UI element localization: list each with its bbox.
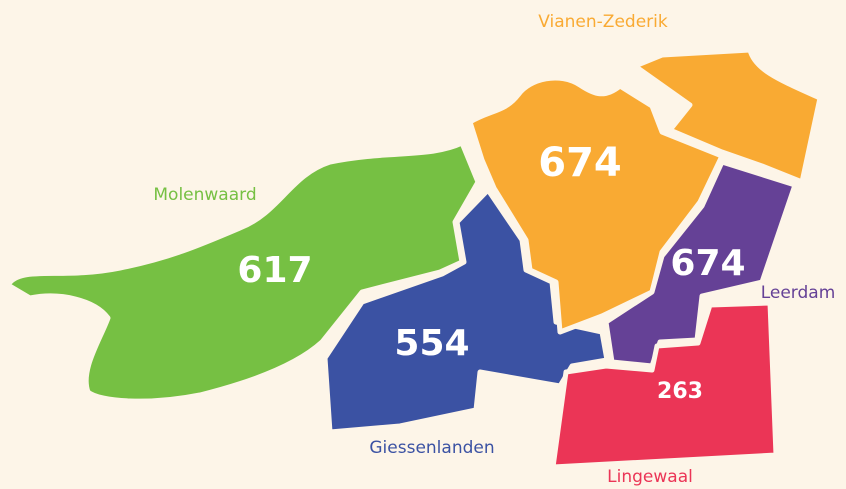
region-molenwaard	[5, 140, 481, 404]
region-label: Molenwaard	[153, 185, 256, 205]
region-value: 554	[394, 323, 469, 364]
region-value: 674	[670, 243, 745, 284]
region-label: Lingewaal	[607, 467, 693, 487]
region-vianen-zederik	[467, 75, 725, 335]
region-giessenlanden	[322, 187, 610, 435]
region-vianen-zederik-east	[632, 47, 823, 185]
region-label: Leerdam	[761, 283, 836, 303]
region-value: 617	[237, 250, 312, 291]
region-label: Giessenlanden	[369, 438, 494, 458]
region-value: 263	[657, 379, 703, 404]
region-value: 674	[538, 140, 622, 186]
region-label: Vianen-Zederik	[538, 12, 668, 32]
region-lingewaal	[550, 300, 779, 470]
